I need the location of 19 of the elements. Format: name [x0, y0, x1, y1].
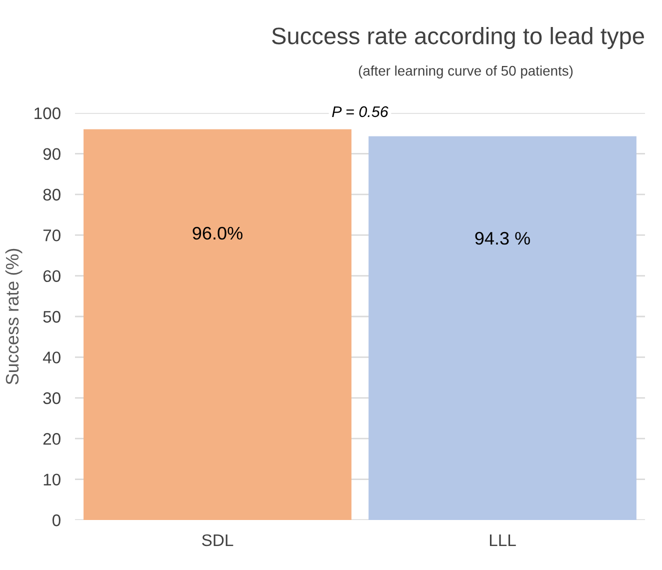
y-tick-label: 30 — [43, 392, 60, 404]
x-tick-label: SDL — [202, 534, 234, 546]
y-tick-label: 40 — [42, 352, 60, 364]
y-tick-label: 20 — [43, 433, 60, 445]
y-tick-label: 50 — [43, 310, 60, 323]
chart-title: Success rate according to lead type — [272, 26, 644, 50]
data-label: 94.3 % — [475, 232, 530, 245]
y-tick-label: 90 — [43, 148, 60, 160]
x-tick-label: LLL — [490, 534, 516, 546]
y-tick-label: 70 — [43, 230, 60, 242]
chart-subtitle: (after learning curve of 50 patients) — [358, 66, 573, 78]
y-tick-label: 80 — [43, 188, 60, 201]
data-label: 96.0% — [192, 226, 242, 240]
y-tick-label: 100 — [34, 107, 60, 120]
annotation: P = 0.56 — [332, 106, 388, 118]
y-axis-title: Success rate (%) — [5, 248, 22, 384]
y-tick-label: 10 — [44, 474, 60, 486]
y-tick-label: 0 — [52, 514, 60, 526]
y-tick-label: 60 — [43, 270, 60, 282]
